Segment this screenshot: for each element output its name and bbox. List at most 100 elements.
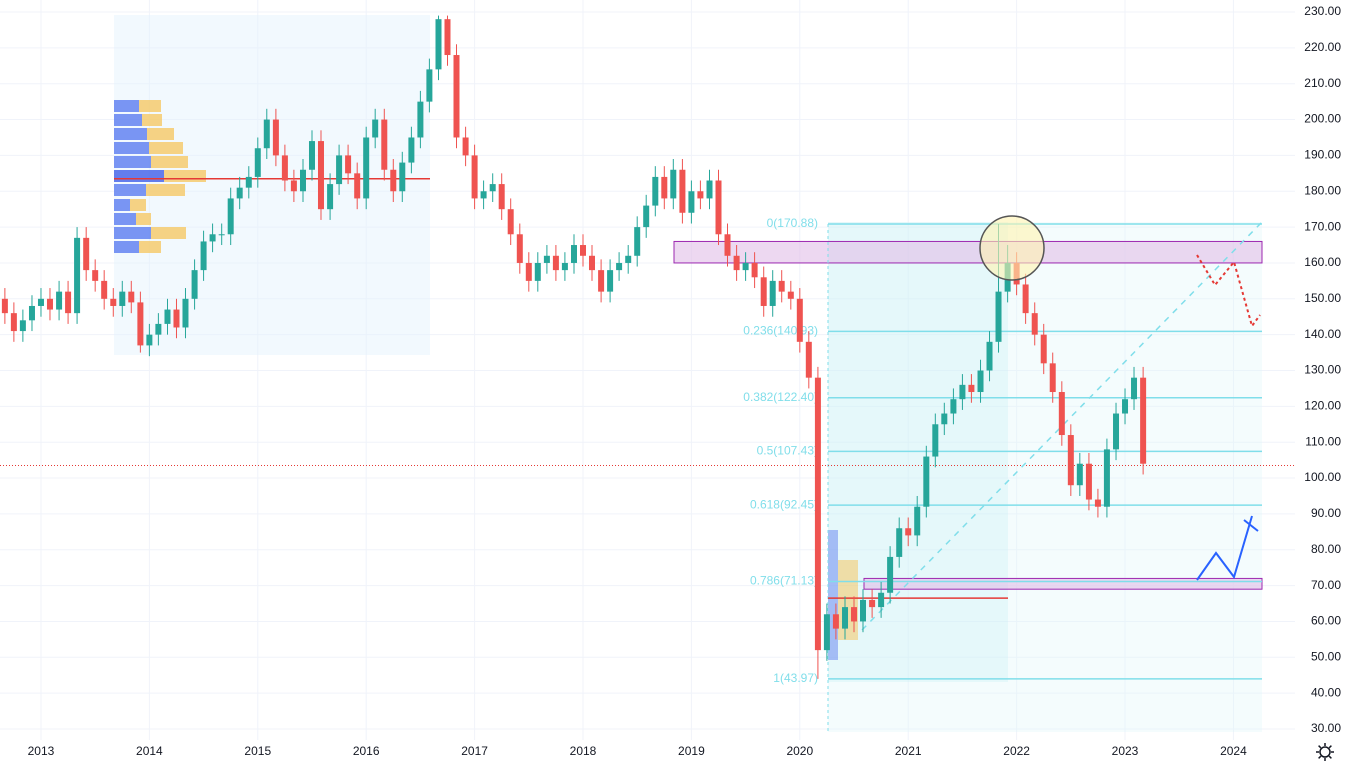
fib-region (828, 222, 1262, 732)
candle-body (534, 262, 541, 281)
gear[interactable] (1316, 743, 1334, 761)
candle-body (417, 101, 424, 138)
candle-body (742, 262, 749, 271)
profile-bar (130, 199, 146, 211)
x-tick-label: 2018 (570, 744, 597, 758)
candle-body (191, 270, 198, 299)
candle-body (227, 198, 234, 235)
candle-body (164, 309, 171, 324)
y-tick-label: 180.00 (1304, 183, 1341, 197)
candle-body (941, 413, 948, 425)
candle-body (173, 309, 180, 328)
candle-body (146, 334, 153, 346)
candle-body (1094, 499, 1101, 507)
candle-body (1140, 377, 1147, 464)
profile-bar (146, 184, 185, 196)
fib-label: 0.382(122.40) (743, 390, 818, 404)
y-tick-label: 30.00 (1311, 721, 1341, 735)
candle-body (345, 155, 352, 174)
candle-body (272, 119, 279, 156)
candle-body (408, 137, 415, 163)
settings-icon[interactable] (1316, 743, 1334, 761)
candle-body (354, 173, 361, 199)
fib-label: 0.5(107.43) (757, 444, 818, 458)
y-tick-label: 170.00 (1304, 219, 1341, 233)
candle-body (1022, 284, 1029, 314)
candle-body (1058, 392, 1065, 436)
candle-body (363, 137, 370, 199)
y-tick-label: 70.00 (1311, 578, 1341, 592)
profile-bar (114, 128, 147, 140)
candle-body (968, 384, 975, 393)
candle-body (498, 184, 505, 210)
candle-body (516, 234, 523, 263)
candle-body (19, 320, 26, 332)
gear[interactable] (1319, 746, 1331, 758)
profile-bar (151, 156, 188, 168)
candle-body (543, 255, 550, 263)
candle-body (1031, 313, 1038, 335)
candle-body (28, 305, 35, 321)
candle-body (155, 323, 162, 335)
y-tick-label: 140.00 (1304, 327, 1341, 341)
candle-body (281, 155, 288, 181)
candle-body (561, 262, 568, 271)
candle-body (1122, 399, 1129, 414)
candle-body (254, 148, 261, 177)
candle-body (769, 280, 776, 306)
candle-body (399, 162, 406, 192)
candle-body (670, 169, 677, 199)
candle-body (1103, 449, 1110, 507)
zone (673, 240, 1263, 264)
candle-body (760, 277, 767, 306)
candle-body (697, 191, 704, 199)
candle-body (588, 255, 595, 271)
candle-body (236, 187, 243, 199)
candle-body (598, 270, 605, 292)
x-tick-label: 2016 (353, 744, 380, 758)
y-tick-label: 210.00 (1304, 76, 1341, 90)
profile-bar (114, 114, 142, 126)
candle-body (724, 234, 731, 256)
y-tick-label: 80.00 (1311, 542, 1341, 556)
candle-body (652, 176, 659, 206)
candle-body (209, 234, 216, 242)
candle-body (471, 155, 478, 199)
candle-body (832, 614, 839, 629)
candle-body (37, 298, 44, 306)
candle-body (327, 184, 334, 210)
candle-body (435, 19, 442, 70)
fib-label: 0.786(71.13) (750, 574, 818, 588)
candle-body (887, 556, 894, 593)
candle-body (336, 155, 343, 185)
y-tick-label: 50.00 (1311, 649, 1341, 663)
y-tick-label: 200.00 (1304, 112, 1341, 126)
profile-bar (136, 213, 151, 225)
y-tick-label: 190.00 (1304, 148, 1341, 162)
x-tick-label: 2022 (1003, 744, 1030, 758)
candle-body (308, 141, 315, 170)
candle-body (914, 506, 921, 536)
candle-body (110, 298, 117, 306)
y-tick-label: 90.00 (1311, 506, 1341, 520)
candle-body (1113, 413, 1120, 450)
candle-body (552, 255, 559, 271)
y-tick-label: 60.00 (1311, 614, 1341, 628)
candle-body (525, 262, 532, 281)
candle-body (860, 599, 867, 622)
candle-body (200, 241, 207, 271)
candle-body (65, 291, 72, 314)
fib-label: 0(170.88) (767, 216, 818, 230)
profile-bar (139, 100, 161, 112)
candle-body (128, 291, 135, 303)
profile-bar (114, 213, 136, 225)
x-tick-label: 2021 (895, 744, 922, 758)
candle-body (869, 599, 876, 608)
projection-up (1196, 515, 1253, 581)
candle-body (679, 169, 686, 213)
candle-body (299, 169, 306, 192)
candle-body (751, 262, 758, 278)
